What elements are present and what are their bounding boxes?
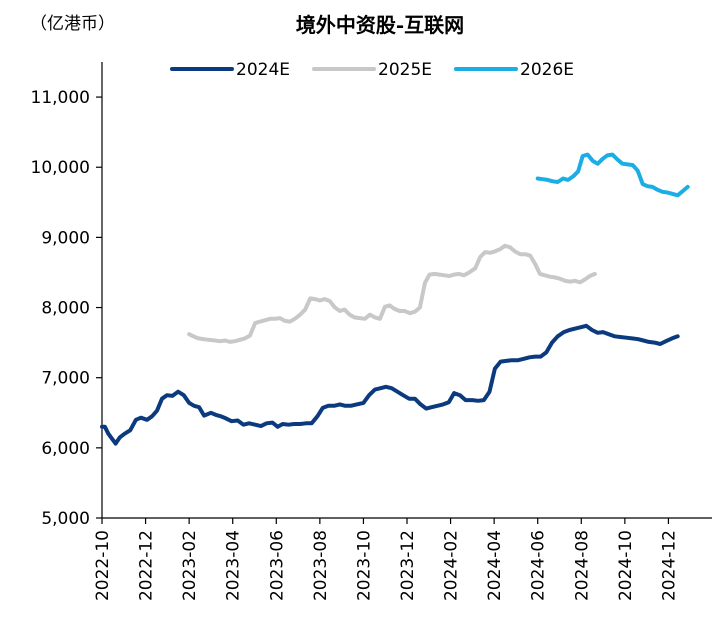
- legend-label-2024E: 2024E: [236, 60, 290, 80]
- x-tick-label: 2024-10: [616, 530, 636, 601]
- x-tick-label: 2024-02: [442, 530, 462, 601]
- x-tick-label: 2022-10: [93, 530, 113, 601]
- y-tick-label: 10,000: [31, 158, 90, 178]
- x-tick-label: 2023-12: [398, 530, 418, 601]
- series-line-2024E: [100, 323, 680, 446]
- x-tick-label: 2023-04: [224, 530, 244, 601]
- legend: 2024E 2025E 2026E: [170, 60, 574, 80]
- y-tick-label: 8,000: [41, 299, 90, 319]
- x-tick-label: 2024-06: [529, 530, 549, 601]
- x-tick-label: 2023-02: [180, 530, 200, 601]
- legend-label-2026E: 2026E: [520, 60, 574, 80]
- legend-label-2025E: 2025E: [378, 60, 432, 80]
- chart-title: 境外中资股-互联网: [295, 13, 465, 37]
- y-tick-label: 7,000: [41, 369, 90, 389]
- x-tick-label: 2023-08: [311, 530, 331, 601]
- x-tick-label: 2022-12: [137, 530, 157, 601]
- x-tick-label: 2024-12: [659, 530, 679, 601]
- y-tick-label: 11,000: [31, 88, 90, 108]
- x-tick-label: 2024-04: [485, 530, 505, 601]
- unit-label: （亿港币）: [30, 14, 115, 34]
- series-lines: [100, 152, 690, 446]
- y-tick-label: 9,000: [41, 228, 90, 248]
- series-line-2026E: [535, 152, 690, 198]
- x-tick-label: 2023-06: [267, 530, 287, 601]
- x-tick-label: 2024-08: [572, 530, 592, 601]
- x-tick-label: 2023-10: [354, 530, 374, 601]
- y-tick-label: 5,000: [41, 509, 90, 529]
- y-tick-label: 6,000: [41, 439, 90, 459]
- axes: 5,000 6,000 7,000 8,000 9,000 10,000 11,000 202…: [31, 62, 712, 601]
- series-line-2025E: [187, 243, 597, 344]
